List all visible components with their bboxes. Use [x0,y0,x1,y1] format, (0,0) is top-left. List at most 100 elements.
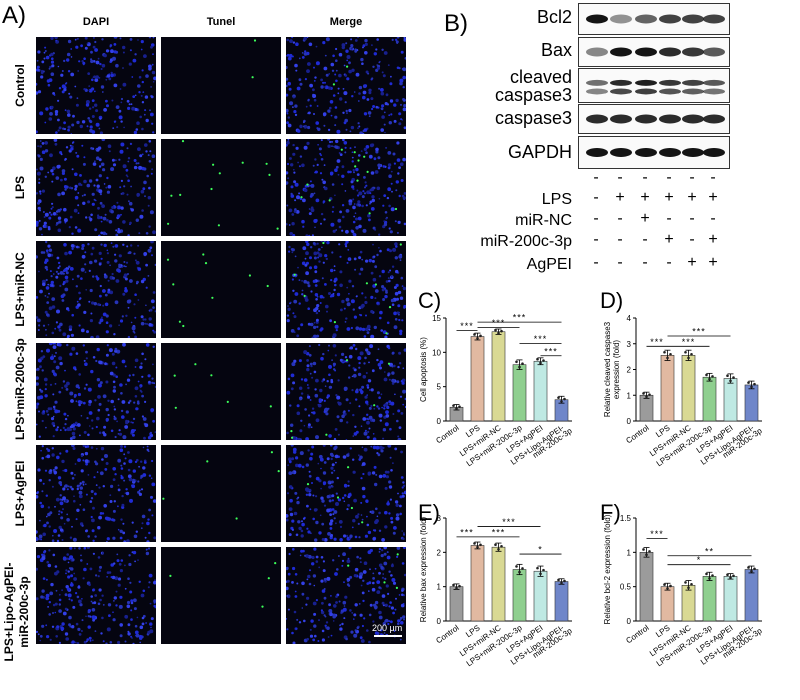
y-tick-label: 0.5 [620,583,632,592]
data-point [726,573,729,577]
data-point [645,553,648,557]
treatment-sign: + [687,254,697,271]
data-point [458,405,461,409]
data-point [711,375,714,378]
data-point [690,583,693,586]
data-point [732,376,735,379]
bar [491,331,506,422]
data-point [542,568,545,572]
column-header-merge: Merge [329,16,363,28]
column-header-tunel: Tunel [206,16,236,28]
category-label: Control [624,423,650,445]
bar [723,378,738,422]
data-point [452,583,455,587]
treatment-sign: + [664,189,674,206]
bar [554,581,569,622]
data-point [539,361,542,365]
micrograph-tunel-row-6 [161,547,281,644]
micrograph-tunel-row-5 [161,445,281,542]
y-tick-label: 1 [437,583,442,592]
treatment-sign: + [640,210,650,227]
treatment-sign: - [617,254,623,271]
blot-box-5 [578,136,730,169]
treatment-sign: - [593,231,599,248]
category-label: Control [624,623,650,645]
data-point [563,397,566,401]
y-tick-label: 1 [627,548,632,557]
treatment-sign: - [689,231,695,248]
blot-box-4 [578,104,730,134]
treatment-label-4: miR-200c-3p [480,233,572,250]
data-point [476,545,479,549]
row-label-2: LPS [12,175,27,200]
data-point [747,566,750,569]
blot-label-2: Bax [540,40,572,60]
blot-label-4: caspase3 [494,108,572,128]
y-tick-label: 1 [627,391,632,400]
significance-label: *** [544,346,558,356]
category-label: Control [434,623,460,645]
category-label: Control [434,423,460,445]
data-point [560,581,563,585]
micrograph-tunel-row-2 [161,139,281,236]
bar [491,546,506,622]
bar [744,384,759,422]
data-point [497,547,500,551]
panel-letter: D) [600,288,623,313]
chart-f: F) 0 0.5 1 1.5 Relative bcl-2 expression (fol… [600,500,764,668]
treatment-sign: - [666,254,672,271]
data-point [452,404,455,407]
data-point [515,360,518,364]
treatment-sign: + [708,254,718,271]
data-point [500,545,503,548]
data-point [750,569,753,573]
data-point [560,400,563,403]
significance-label: *** [692,327,706,337]
row-label-4: LPS+miR-200c-3p [12,338,27,440]
micrograph-tunel-row-3 [161,241,281,338]
treatment-label-5: AgPEI [526,256,572,273]
bar [449,586,464,622]
data-point [684,581,687,584]
treatment-sign: - [689,210,695,227]
y-tick-label: 0 [437,617,442,626]
row-label-1: Control [12,64,27,107]
data-point [458,584,461,588]
row-label-5: LPS+AgPEI [12,460,27,527]
bar [723,576,738,622]
data-point [708,577,711,580]
treatment-sign: + [615,189,625,206]
data-point [473,542,476,545]
treatment-sign: - [666,169,672,186]
blot-box-2 [578,37,730,67]
data-point [494,543,497,547]
panel-letter: C) [418,288,441,313]
micrograph-dapi-row-4 [36,343,156,440]
bar [681,584,696,622]
bar [470,336,485,422]
treatment-sign: - [689,169,695,186]
y-tick-label: 2 [627,366,632,375]
treatment-label-2: LPS [541,191,572,208]
significance-label: *** [492,527,506,537]
data-point [711,574,714,577]
treatment-sign: + [708,189,718,206]
micrograph-merge-row-2 [286,139,406,236]
micrograph-dapi-row-3 [36,241,156,338]
data-point [726,374,729,378]
bar [470,545,485,622]
data-point [669,584,672,588]
scale-bar-label: 200 μm [372,623,403,633]
significance-label: *** [460,321,474,331]
bar [639,552,654,622]
data-point [663,583,666,586]
data-point [473,333,476,336]
data-point [648,393,651,396]
significance-label: *** [502,517,516,527]
bar [702,376,717,422]
data-point [753,567,756,571]
micrograph-dapi-row-6 [36,547,156,644]
data-point [479,543,482,547]
bar [681,355,696,422]
treatment-sign: - [642,254,648,271]
